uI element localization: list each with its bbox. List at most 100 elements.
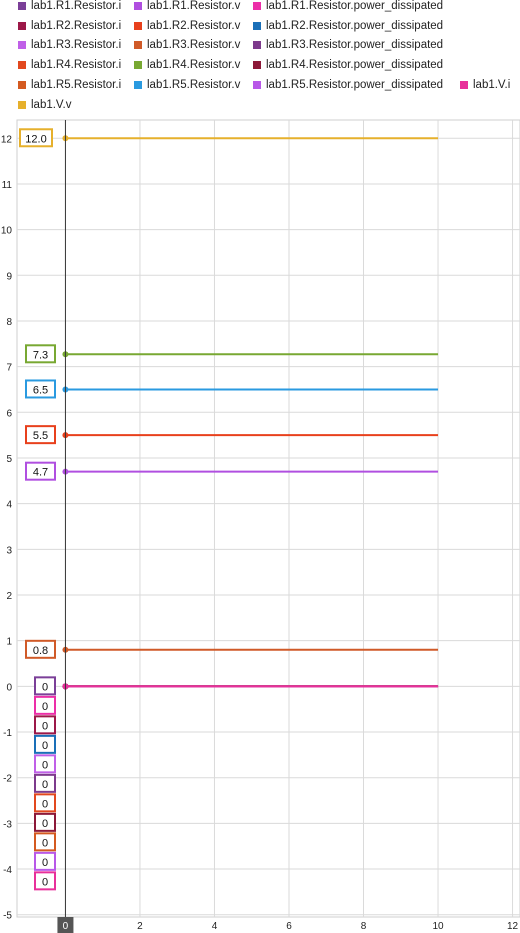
value-label-box (34, 851, 56, 871)
legend-swatch (134, 41, 142, 49)
legend-item[interactable]: lab1.R5.Resistor.v (134, 75, 240, 95)
chart-legend: lab1.R1.Resistor.i lab1.R1.Resistor.v lab1… (0, 0, 520, 115)
legend-label: lab1.R3.Resistor.power_dissipated (266, 39, 444, 51)
value-label-box (25, 379, 56, 399)
x-tick-label: 2 (137, 921, 143, 932)
legend-swatch (134, 81, 142, 89)
legend-item[interactable]: lab1.R1.Resistor.i (18, 0, 121, 16)
legend-item[interactable]: lab1.V.i (460, 75, 510, 95)
value-label-box (34, 695, 56, 715)
legend-item[interactable]: lab1.R3.Resistor.i (18, 35, 121, 55)
value-label: 5.5 (33, 430, 48, 442)
y-tick-label: 0 (6, 682, 12, 693)
legend-label: lab1.V.v (31, 99, 72, 111)
legend-swatch (253, 2, 261, 10)
value-label: 7.3 (33, 349, 48, 361)
legend-swatch (134, 2, 142, 10)
plot-area (16, 119, 520, 918)
legend-swatch (460, 81, 468, 89)
y-tick-label: 10 (1, 226, 13, 237)
legend-label: lab1.R3.Resistor.i (31, 39, 122, 51)
legend-item[interactable]: lab1.R3.Resistor.v (134, 35, 240, 55)
value-label: 6.5 (33, 384, 48, 396)
y-tick-label: 12 (1, 134, 13, 145)
x-tick-label: 12 (507, 921, 519, 932)
legend-label: lab1.R1.Resistor.i (31, 0, 122, 12)
value-label-box (34, 715, 56, 735)
value-label-box (25, 639, 56, 659)
legend-swatch (18, 2, 26, 10)
value-label: 0 (42, 837, 48, 849)
y-tick-label: 9 (6, 271, 12, 282)
y-tick-label: 3 (6, 545, 12, 556)
cursor-label: 0 (63, 921, 69, 932)
y-tick-label: -4 (3, 865, 12, 876)
y-tick-label: 7 (6, 363, 12, 374)
legend-item[interactable]: lab1.R4.Resistor.v (134, 55, 240, 75)
legend-swatch (134, 22, 142, 30)
value-label: 0 (42, 857, 48, 869)
legend-label: lab1.R3.Resistor.v (147, 39, 241, 51)
legend-item[interactable]: lab1.R4.Resistor.power_dissipated (253, 55, 443, 75)
legend-swatch (253, 22, 261, 30)
value-label-box (34, 832, 56, 852)
value-label-box (25, 344, 56, 364)
legend-label: lab1.R4.Resistor.v (147, 59, 241, 71)
value-label: 0 (42, 759, 48, 771)
legend-swatch (253, 61, 261, 69)
value-label-box (34, 754, 56, 774)
legend-swatch (18, 61, 26, 69)
value-label: 0 (42, 876, 48, 888)
y-tick-label: 11 (2, 180, 13, 191)
value-label-box (34, 676, 56, 696)
legend-label: lab1.R1.Resistor.v (147, 0, 241, 12)
value-label: 4.7 (33, 467, 48, 479)
legend-label: lab1.R5.Resistor.v (147, 79, 241, 91)
legend-swatch (134, 61, 142, 69)
legend-swatch (253, 41, 261, 49)
legend-item[interactable]: lab1.R5.Resistor.i (18, 75, 121, 95)
legend-swatch (18, 101, 26, 109)
legend-item[interactable]: lab1.V.v (18, 95, 72, 115)
legend-label: lab1.V.i (473, 79, 511, 91)
value-label-box (19, 128, 53, 148)
value-label: 0 (42, 818, 48, 830)
value-label: 0 (42, 740, 48, 752)
cursor-label-box[interactable] (57, 917, 74, 933)
y-tick-label: 1 (6, 637, 12, 648)
value-label-box (34, 734, 56, 754)
legend-label: lab1.R2.Resistor.power_dissipated (266, 20, 444, 32)
x-tick-label: 6 (286, 921, 292, 932)
value-label-box (34, 812, 56, 832)
legend-label: lab1.R2.Resistor.i (31, 20, 122, 32)
legend-label: lab1.R2.Resistor.v (147, 20, 241, 32)
legend-item[interactable]: lab1.R2.Resistor.power_dissipated (253, 16, 443, 36)
legend-item[interactable]: lab1.R4.Resistor.i (18, 55, 121, 75)
y-tick-label: -1 (3, 728, 12, 739)
value-label: 12.0 (25, 133, 46, 145)
legend-swatch (18, 81, 26, 89)
legend-swatch (253, 81, 261, 89)
legend-item[interactable]: lab1.R2.Resistor.v (134, 16, 240, 36)
legend-item[interactable]: lab1.R1.Resistor.power_dissipated (253, 0, 443, 16)
value-label-box (25, 425, 56, 445)
value-label-box (34, 773, 56, 793)
value-label-box (34, 871, 56, 891)
value-label: 0 (42, 701, 48, 713)
legend-item[interactable]: lab1.R3.Resistor.power_dissipated (253, 35, 443, 55)
legend-label: lab1.R5.Resistor.power_dissipated (266, 79, 444, 91)
value-label: 0 (42, 779, 48, 791)
legend-swatch (18, 22, 26, 30)
legend-label: lab1.R5.Resistor.i (31, 79, 122, 91)
legend-item[interactable]: lab1.R5.Resistor.power_dissipated (253, 75, 443, 95)
legend-item[interactable]: lab1.R1.Resistor.v (134, 0, 240, 16)
value-label: 0.8 (33, 645, 48, 657)
y-tick-label: 4 (6, 500, 12, 511)
legend-label: lab1.R4.Resistor.i (31, 59, 122, 71)
y-tick-label: -2 (3, 774, 12, 785)
y-tick-label: 2 (6, 591, 12, 602)
legend-item[interactable]: lab1.R2.Resistor.i (18, 16, 121, 36)
x-tick-label: 4 (212, 921, 218, 932)
x-tick-label: 8 (361, 921, 367, 932)
